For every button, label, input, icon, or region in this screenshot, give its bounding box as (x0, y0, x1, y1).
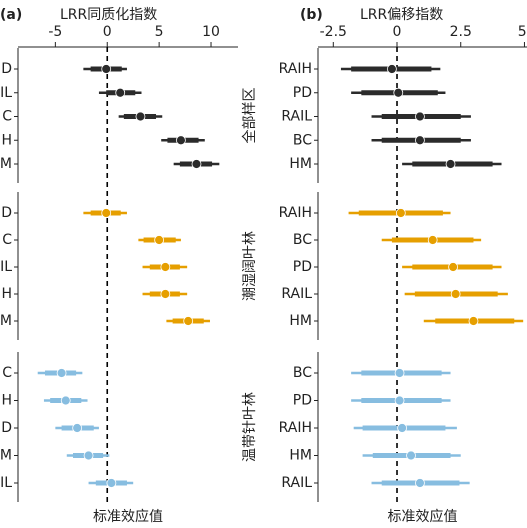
point (56, 368, 67, 378)
point (427, 235, 438, 245)
y-tick-label: RAIH (279, 420, 312, 436)
y-tick-label: C (2, 109, 12, 125)
x-tick-label: 5 (155, 24, 164, 40)
y-tick-label: RAIL (281, 109, 312, 125)
point (160, 262, 171, 272)
y-tick-label: PD (293, 85, 312, 101)
y-tick-label: BC (293, 132, 312, 148)
panel-label: (a) (0, 7, 22, 23)
point (395, 208, 406, 218)
y-tick-label: IL (0, 475, 12, 491)
point (394, 368, 405, 378)
point (448, 262, 458, 272)
y-tick-label: H (1, 132, 12, 148)
group-label: 全部样区 (241, 88, 258, 144)
point (415, 111, 425, 122)
y-tick-label: RAIH (279, 61, 312, 77)
y-tick-label: PD (293, 259, 312, 275)
y-tick-label: RAIL (281, 475, 312, 491)
point (445, 159, 456, 169)
point (191, 159, 202, 169)
x-tick-label: 2.5 (450, 24, 472, 40)
panel-title: LRR同质化指数 (60, 7, 157, 23)
x-tick-label: 0 (103, 24, 112, 40)
y-tick-label: D (1, 61, 12, 77)
point (393, 87, 404, 98)
y-tick-label: C (2, 232, 12, 248)
y-tick-label: RAIL (281, 286, 312, 302)
point (387, 64, 397, 74)
point (176, 135, 186, 146)
point (106, 478, 117, 488)
y-tick-label: BC (293, 232, 312, 248)
y-tick-label: D (1, 205, 12, 221)
x-axis-label: 标准效应值 (388, 508, 458, 525)
point (101, 208, 112, 218)
x-tick-label: 10 (202, 24, 220, 40)
y-tick-label: HM (289, 156, 312, 172)
y-tick-label: M (0, 156, 12, 172)
point (183, 316, 194, 326)
point (406, 450, 416, 461)
y-tick-label: BC (293, 365, 312, 381)
y-tick-label: HM (289, 448, 312, 464)
y-tick-label: IL (0, 259, 12, 275)
y-tick-label: H (1, 393, 12, 409)
x-tick-label: -2.5 (320, 24, 347, 40)
point (83, 450, 94, 461)
x-tick-label: 5. (518, 24, 527, 40)
group-label: 温带针叶林 (242, 392, 258, 462)
y-tick-label: IL (0, 85, 12, 101)
x-tick-label: 0 (393, 24, 402, 40)
point (115, 87, 126, 98)
point (160, 289, 171, 299)
point (394, 395, 405, 406)
x-tick-label: -5 (48, 24, 62, 40)
point (60, 395, 71, 406)
point (468, 316, 479, 326)
y-tick-label: M (0, 313, 12, 329)
y-tick-label: C (2, 365, 12, 381)
point (397, 423, 408, 433)
point (72, 423, 83, 433)
x-axis-label: 标准效应值 (93, 508, 163, 525)
point (450, 289, 461, 299)
point (415, 478, 425, 488)
panel-title: LRR偏移指数 (360, 7, 443, 23)
y-tick-label: M (0, 448, 12, 464)
panel-label: (b) (300, 7, 323, 23)
y-tick-label: D (1, 420, 12, 436)
y-tick-label: H (1, 286, 12, 302)
point (135, 111, 146, 122)
y-tick-label: HM (289, 313, 312, 329)
y-tick-label: RAIH (279, 205, 312, 221)
group-label: 潮湿阔叶林 (242, 231, 258, 301)
point (101, 64, 112, 74)
point (415, 135, 425, 146)
point (154, 235, 165, 245)
y-tick-label: PD (293, 393, 312, 409)
